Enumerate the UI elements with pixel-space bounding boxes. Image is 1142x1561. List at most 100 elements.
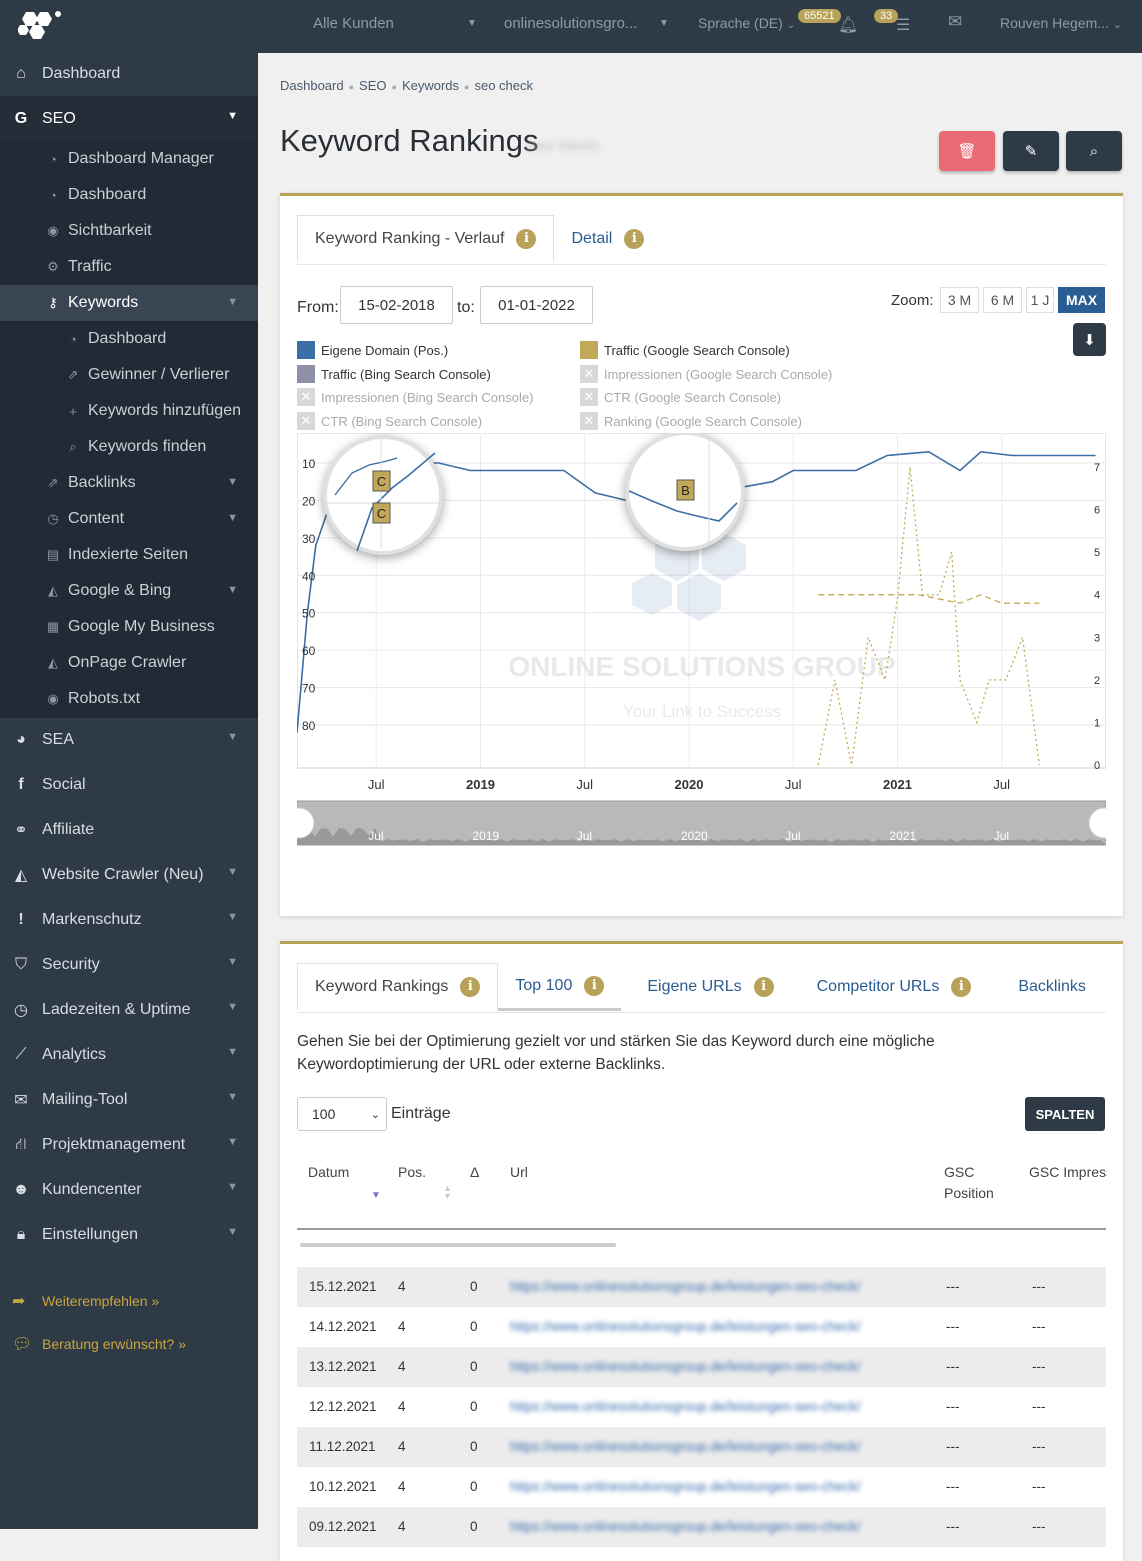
cell-url[interactable]: https://www.onlinesolutionsgroup.de/leis… bbox=[510, 1519, 861, 1534]
legend-impressionen-google[interactable]: ✕ Impressionen (Google Search Console) bbox=[580, 365, 832, 383]
sidebar-item-security[interactable]: ⛉ Security ▼ bbox=[0, 942, 258, 987]
tab-keyword-rankings[interactable]: Keyword Rankings i bbox=[297, 963, 499, 1011]
from-date-input[interactable]: 15-02-2018 bbox=[340, 286, 453, 324]
sidebar-item-projektmanagement[interactable]: ⛙ Projektmanagement ▼ bbox=[0, 1122, 258, 1167]
sidebar-item-keywords-dashboard[interactable]: ◔ Dashboard bbox=[0, 321, 258, 357]
sort-icon[interactable]: ▲ ▼ bbox=[443, 1183, 452, 1201]
info-icon[interactable]: i bbox=[584, 975, 605, 996]
zoom-1j-button[interactable]: 1 J bbox=[1026, 287, 1054, 313]
column-header-gsc-impressionen[interactable]: GSC Impressionen bbox=[1029, 1162, 1107, 1183]
info-icon[interactable]: i bbox=[624, 229, 645, 249]
sidebar-item-sichtbarkeit[interactable]: ◉ Sichtbarkeit bbox=[0, 213, 258, 249]
zoom-6m-button[interactable]: 6 M bbox=[983, 287, 1022, 313]
legend-traffic-google[interactable]: Traffic (Google Search Console) bbox=[580, 341, 790, 359]
legend-traffic-bing[interactable]: Traffic (Bing Search Console) bbox=[297, 365, 491, 383]
cell-url[interactable]: https://www.onlinesolutionsgroup.de/leis… bbox=[510, 1399, 861, 1414]
annotation-marker[interactable] bbox=[372, 502, 391, 524]
cell-url[interactable]: https://www.onlinesolutionsgroup.de/leis… bbox=[510, 1439, 861, 1454]
sidebar-item-dashboard[interactable]: ⌂ Dashboard bbox=[0, 51, 258, 96]
sidebar-item-social[interactable]: f Social bbox=[0, 762, 258, 807]
sidebar-item-seo-dashboard[interactable]: ◔ Dashboard bbox=[0, 177, 258, 213]
envelope-icon[interactable]: ✉ bbox=[948, 12, 963, 31]
sidebar-item-keywords-hinzufuegen[interactable]: + Keywords hinzufügen bbox=[0, 393, 258, 429]
sidebar-item-backlinks[interactable]: ⇗ Backlinks ▼ bbox=[0, 465, 258, 501]
legend-ctr-bing[interactable]: ✕ CTR (Bing Search Console) bbox=[297, 412, 482, 430]
sidebar-item-markenschutz[interactable]: ! Markenschutz ▼ bbox=[0, 897, 258, 942]
delete-button[interactable]: 🗑︎ bbox=[939, 131, 995, 171]
consult-link[interactable]: 💬︎ Beratung erwünscht? » bbox=[12, 1334, 186, 1354]
sidebar-item-keywords[interactable]: ⚷ Keywords ▼ bbox=[0, 285, 258, 321]
column-header-url[interactable]: Url bbox=[510, 1162, 528, 1183]
sidebar-item-content[interactable]: ◷ Content ▼ bbox=[0, 501, 258, 537]
sidebar-item-analytics[interactable]: ⟋ Analytics ▼ bbox=[0, 1032, 258, 1077]
sidebar-item-sea[interactable]: ◕ SEA ▼ bbox=[0, 717, 258, 762]
logo[interactable] bbox=[17, 8, 64, 49]
project-select[interactable]: onlinesolutionsgro... ▼ bbox=[504, 15, 674, 32]
cell-url[interactable]: https://www.onlinesolutionsgroup.de/leis… bbox=[510, 1279, 861, 1294]
sidebar-item-traffic[interactable]: ⚙ Traffic bbox=[0, 249, 258, 285]
sidebar-item-mailing-tool[interactable]: ✉ Mailing-Tool ▼ bbox=[0, 1077, 258, 1122]
annotation-marker[interactable] bbox=[676, 479, 695, 501]
to-date-input[interactable]: 01-01-2022 bbox=[480, 286, 593, 324]
legend-ctr-google[interactable]: ✕ CTR (Google Search Console) bbox=[580, 388, 781, 406]
legend-ranking-google[interactable]: ✕ Ranking (Google Search Console) bbox=[580, 412, 802, 430]
info-icon[interactable]: i bbox=[753, 977, 774, 997]
cell-url[interactable]: https://www.onlinesolutionsgroup.de/leis… bbox=[510, 1479, 861, 1494]
sidebar-item-onpage-crawler[interactable]: ◭ OnPage Crawler bbox=[0, 645, 258, 681]
navigator-handle-left[interactable] bbox=[297, 807, 315, 839]
tab-detail[interactable]: Detail i bbox=[554, 215, 661, 263]
column-header-pos[interactable]: Pos. bbox=[398, 1162, 426, 1183]
breadcrumb-item[interactable]: SEO bbox=[359, 78, 387, 93]
zoom-3m-button[interactable]: 3 M bbox=[940, 287, 979, 313]
tab-keyword-ranking-verlauf[interactable]: Keyword Ranking - Verlauf i bbox=[297, 215, 555, 263]
column-header-datum[interactable]: Datum bbox=[308, 1162, 349, 1183]
sort-desc-icon[interactable]: ▼ bbox=[371, 1190, 381, 1201]
sidebar-item-affiliate[interactable]: ⚭ Affiliate bbox=[0, 807, 258, 852]
tab-backlinks[interactable]: Backlinks bbox=[988, 963, 1103, 1011]
sidebar-item-label: Dashboard bbox=[68, 186, 147, 203]
entries-select[interactable]: 100 ⌄ bbox=[297, 1097, 387, 1131]
breadcrumb-item[interactable]: Dashboard bbox=[280, 78, 344, 93]
search-button[interactable]: ⌕ bbox=[1066, 131, 1122, 171]
chart-navigator[interactable]: Jul 2019 Jul 2020 Jul 2021 Jul bbox=[297, 800, 1106, 846]
sidebar-item-google-bing[interactable]: ◭ Google & Bing ▼ bbox=[0, 573, 258, 609]
info-icon[interactable]: i bbox=[951, 977, 972, 997]
tab-competitor-urls[interactable]: Competitor URLs i bbox=[791, 963, 989, 1011]
sidebar-item-seo[interactable]: G SEO ▼ bbox=[0, 96, 258, 141]
recommend-link[interactable]: ➦ Weiterempfehlen » bbox=[12, 1291, 159, 1311]
edit-button[interactable]: ✎ bbox=[1003, 131, 1059, 171]
cell-url[interactable]: https://www.onlinesolutionsgroup.de/leis… bbox=[510, 1359, 861, 1374]
columns-button[interactable]: SPALTEN bbox=[1025, 1097, 1105, 1131]
legend-eigene-domain[interactable]: Eigene Domain (Pos.) bbox=[297, 341, 448, 359]
annotation-marker[interactable] bbox=[372, 470, 391, 492]
tasks-icon[interactable]: ☰ bbox=[896, 17, 911, 34]
navigator-handle-right[interactable] bbox=[1088, 807, 1106, 839]
sidebar-item-einstellungen[interactable]: 🔒︎ Einstellungen ▼ bbox=[0, 1212, 258, 1257]
tab-eigene-urls[interactable]: Eigene URLs i bbox=[621, 963, 790, 1011]
cell-url[interactable]: https://www.onlinesolutionsgroup.de/leis… bbox=[510, 1319, 861, 1334]
sidebar-item-kundencenter[interactable]: ☻ Kundencenter ▼ bbox=[0, 1167, 258, 1212]
download-button[interactable]: ⬇ bbox=[1073, 323, 1106, 356]
sidebar-item-website-crawler[interactable]: ◭ Website Crawler (Neu) ▼ bbox=[0, 852, 258, 897]
sidebar-item-indexierte-seiten[interactable]: ▤ Indexierte Seiten bbox=[0, 537, 258, 573]
sidebar-item-ladezeiten[interactable]: ◷ Ladezeiten & Uptime ▼ bbox=[0, 987, 258, 1032]
language-select[interactable]: Sprache (DE) ⌄ bbox=[698, 15, 795, 31]
sidebar-item-google-my-business[interactable]: ▦ Google My Business bbox=[0, 609, 258, 645]
column-header-gsc-position[interactable]: GSC Position bbox=[944, 1162, 1014, 1204]
client-select[interactable]: Alle Kunden ▼ bbox=[313, 15, 483, 32]
info-icon[interactable]: i bbox=[460, 976, 481, 997]
zoom-max-button[interactable]: MAX bbox=[1058, 287, 1105, 313]
sidebar-item-dashboard-manager[interactable]: ◔ Dashboard Manager bbox=[0, 141, 258, 177]
horizontal-scrollbar[interactable] bbox=[300, 1243, 616, 1247]
info-icon[interactable]: i bbox=[516, 228, 537, 249]
column-header-delta[interactable]: Δ bbox=[470, 1162, 479, 1183]
legend-impressionen-bing[interactable]: ✕ Impressionen (Bing Search Console) bbox=[297, 388, 533, 406]
bell-icon[interactable]: 🔔︎ bbox=[838, 17, 859, 34]
user-menu[interactable]: Rouven Hegem... ⌄ bbox=[1000, 15, 1122, 31]
tab-top-100[interactable]: Top 100 i bbox=[498, 963, 622, 1011]
sidebar-item-robots-txt[interactable]: ◉ Robots.txt bbox=[0, 681, 258, 717]
sidebar-item-gewinner-verlierer[interactable]: ⇗ Gewinner / Verlierer bbox=[0, 357, 258, 393]
sidebar-item-keywords-finden[interactable]: ⌕ Keywords finden bbox=[0, 429, 258, 465]
breadcrumb-item[interactable]: Keywords bbox=[401, 78, 460, 93]
cell-delta: 0 bbox=[470, 1439, 478, 1454]
